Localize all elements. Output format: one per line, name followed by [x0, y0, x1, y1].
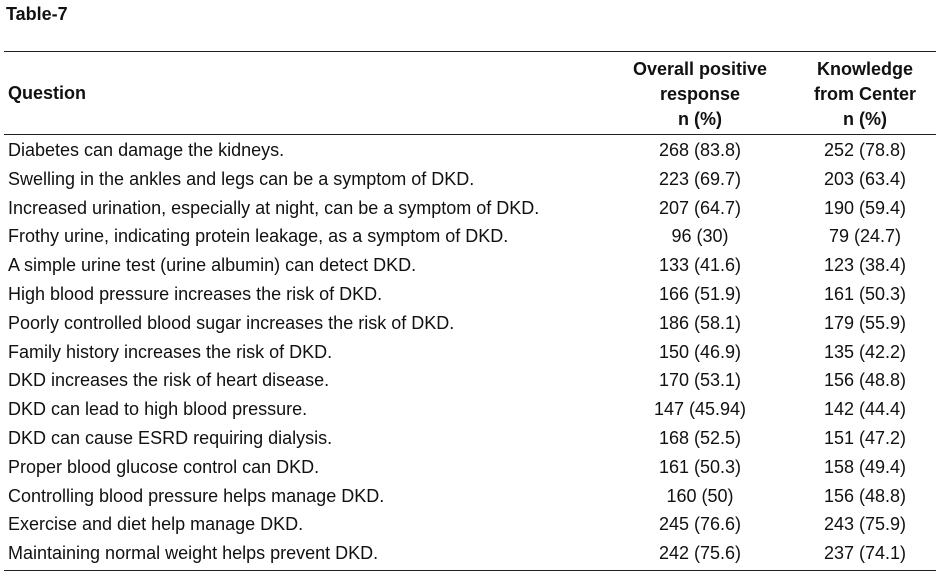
table-header-rule — [4, 134, 936, 135]
center-knowledge-cell: 203 (63.4) — [823, 168, 907, 189]
overall-response-cell: 147 (45.94) — [653, 399, 747, 420]
overall-response-cell: 268 (83.8) — [658, 140, 742, 160]
overall-response-cell: 242 (75.6) — [658, 543, 742, 564]
center-knowledge-cell: 156 (48.8) — [823, 485, 907, 506]
overall-response-cell: 207 (64.7) — [658, 197, 742, 218]
header-knowledge-from-center: Knowledge from Center n (%) — [800, 57, 930, 132]
question-cell: Frothy urine, indicating protein leakage… — [8, 226, 509, 247]
table-row: Exercise and diet help manage DKD. 245 (… — [0, 511, 938, 540]
header-center-line-2: from Center — [813, 84, 916, 104]
question-cell: DKD can lead to high blood pressure. — [8, 399, 308, 420]
table-top-rule — [4, 51, 936, 52]
table-row: A simple urine test (urine albumin) can … — [0, 252, 938, 281]
center-knowledge-cell: 123 (38.4) — [823, 255, 907, 276]
question-cell: Swelling in the ankles and legs can be a… — [8, 168, 475, 189]
header-center-line-3: n (%) — [843, 109, 887, 129]
question-cell: Exercise and diet help manage DKD. — [8, 514, 304, 535]
center-knowledge-cell: 158 (49.4) — [823, 456, 907, 477]
center-knowledge-cell: 151 (47.2) — [823, 427, 907, 448]
header-center-line-1: Knowledge — [816, 59, 913, 79]
table-row: Diabetes can damage the kidneys. 268 (83… — [0, 137, 938, 166]
table-row: Family history increases the risk of DKD… — [0, 339, 938, 368]
center-knowledge-cell: 161 (50.3) — [823, 283, 907, 304]
header-overall-line-2: response — [659, 84, 741, 104]
center-knowledge-cell: 135 (42.2) — [823, 341, 907, 362]
question-cell: DKD increases the risk of heart disease. — [8, 370, 330, 391]
center-knowledge-cell: 237 (74.1) — [823, 543, 907, 564]
question-cell: Controlling blood pressure helps manage … — [8, 485, 385, 506]
table-body: Diabetes can damage the kidneys. 268 (83… — [0, 137, 938, 569]
table-row: Poorly controlled blood sugar increases … — [0, 310, 938, 339]
header-overall-line-3: n (%) — [678, 109, 722, 129]
overall-response-cell: 245 (76.6) — [658, 514, 742, 535]
header-question: Question — [8, 83, 87, 103]
table-row: Controlling blood pressure helps manage … — [0, 483, 938, 512]
center-knowledge-cell: 190 (59.4) — [823, 197, 907, 218]
center-knowledge-cell: 142 (44.4) — [823, 399, 907, 420]
header-overall-positive-response: Overall positive response n (%) — [610, 57, 790, 132]
table-bottom-rule — [4, 570, 936, 571]
overall-response-cell: 96 (30) — [671, 226, 729, 247]
center-knowledge-cell: 179 (55.9) — [823, 312, 907, 333]
question-cell: High blood pressure increases the risk o… — [8, 283, 383, 304]
table-header: Question Overall positive response n (%)… — [0, 55, 938, 133]
table-row: DKD can lead to high blood pressure. 147… — [0, 396, 938, 425]
question-cell: A simple urine test (urine albumin) can … — [8, 255, 417, 276]
center-knowledge-cell: 156 (48.8) — [823, 370, 907, 391]
overall-response-cell: 166 (51.9) — [658, 283, 742, 304]
center-knowledge-cell: 243 (75.9) — [823, 514, 907, 535]
overall-response-cell: 133 (41.6) — [658, 255, 742, 276]
overall-response-cell: 168 (52.5) — [658, 427, 742, 448]
center-knowledge-cell: 252 (78.8) — [823, 140, 907, 160]
table-row: Swelling in the ankles and legs can be a… — [0, 166, 938, 195]
question-cell: Family history increases the risk of DKD… — [8, 341, 333, 362]
header-overall-line-1: Overall positive — [632, 59, 768, 79]
table-row: High blood pressure increases the risk o… — [0, 281, 938, 310]
table-row: Increased urination, especially at night… — [0, 195, 938, 224]
overall-response-cell: 223 (69.7) — [658, 168, 742, 189]
overall-response-cell: 150 (46.9) — [658, 341, 742, 362]
question-cell: Diabetes can damage the kidneys. — [8, 140, 285, 160]
overall-response-cell: 186 (58.1) — [658, 312, 742, 333]
table-row: Frothy urine, indicating protein leakage… — [0, 223, 938, 252]
table-caption: Table-7 — [6, 4, 68, 24]
table-row: DKD can cause ESRD requiring dialysis. 1… — [0, 425, 938, 454]
question-cell: Poorly controlled blood sugar increases … — [8, 312, 455, 333]
overall-response-cell: 170 (53.1) — [658, 370, 742, 391]
table-row: DKD increases the risk of heart disease.… — [0, 367, 938, 396]
center-knowledge-cell: 79 (24.7) — [828, 226, 902, 247]
table-row: Proper blood glucose control can DKD. 16… — [0, 454, 938, 483]
question-cell: Proper blood glucose control can DKD. — [8, 456, 320, 477]
overall-response-cell: 161 (50.3) — [658, 456, 742, 477]
table-row: Maintaining normal weight helps prevent … — [0, 540, 938, 569]
overall-response-cell: 160 (50) — [666, 485, 734, 506]
question-cell: Maintaining normal weight helps prevent … — [8, 543, 379, 564]
question-cell: Increased urination, especially at night… — [8, 197, 540, 218]
question-cell: DKD can cause ESRD requiring dialysis. — [8, 427, 333, 448]
